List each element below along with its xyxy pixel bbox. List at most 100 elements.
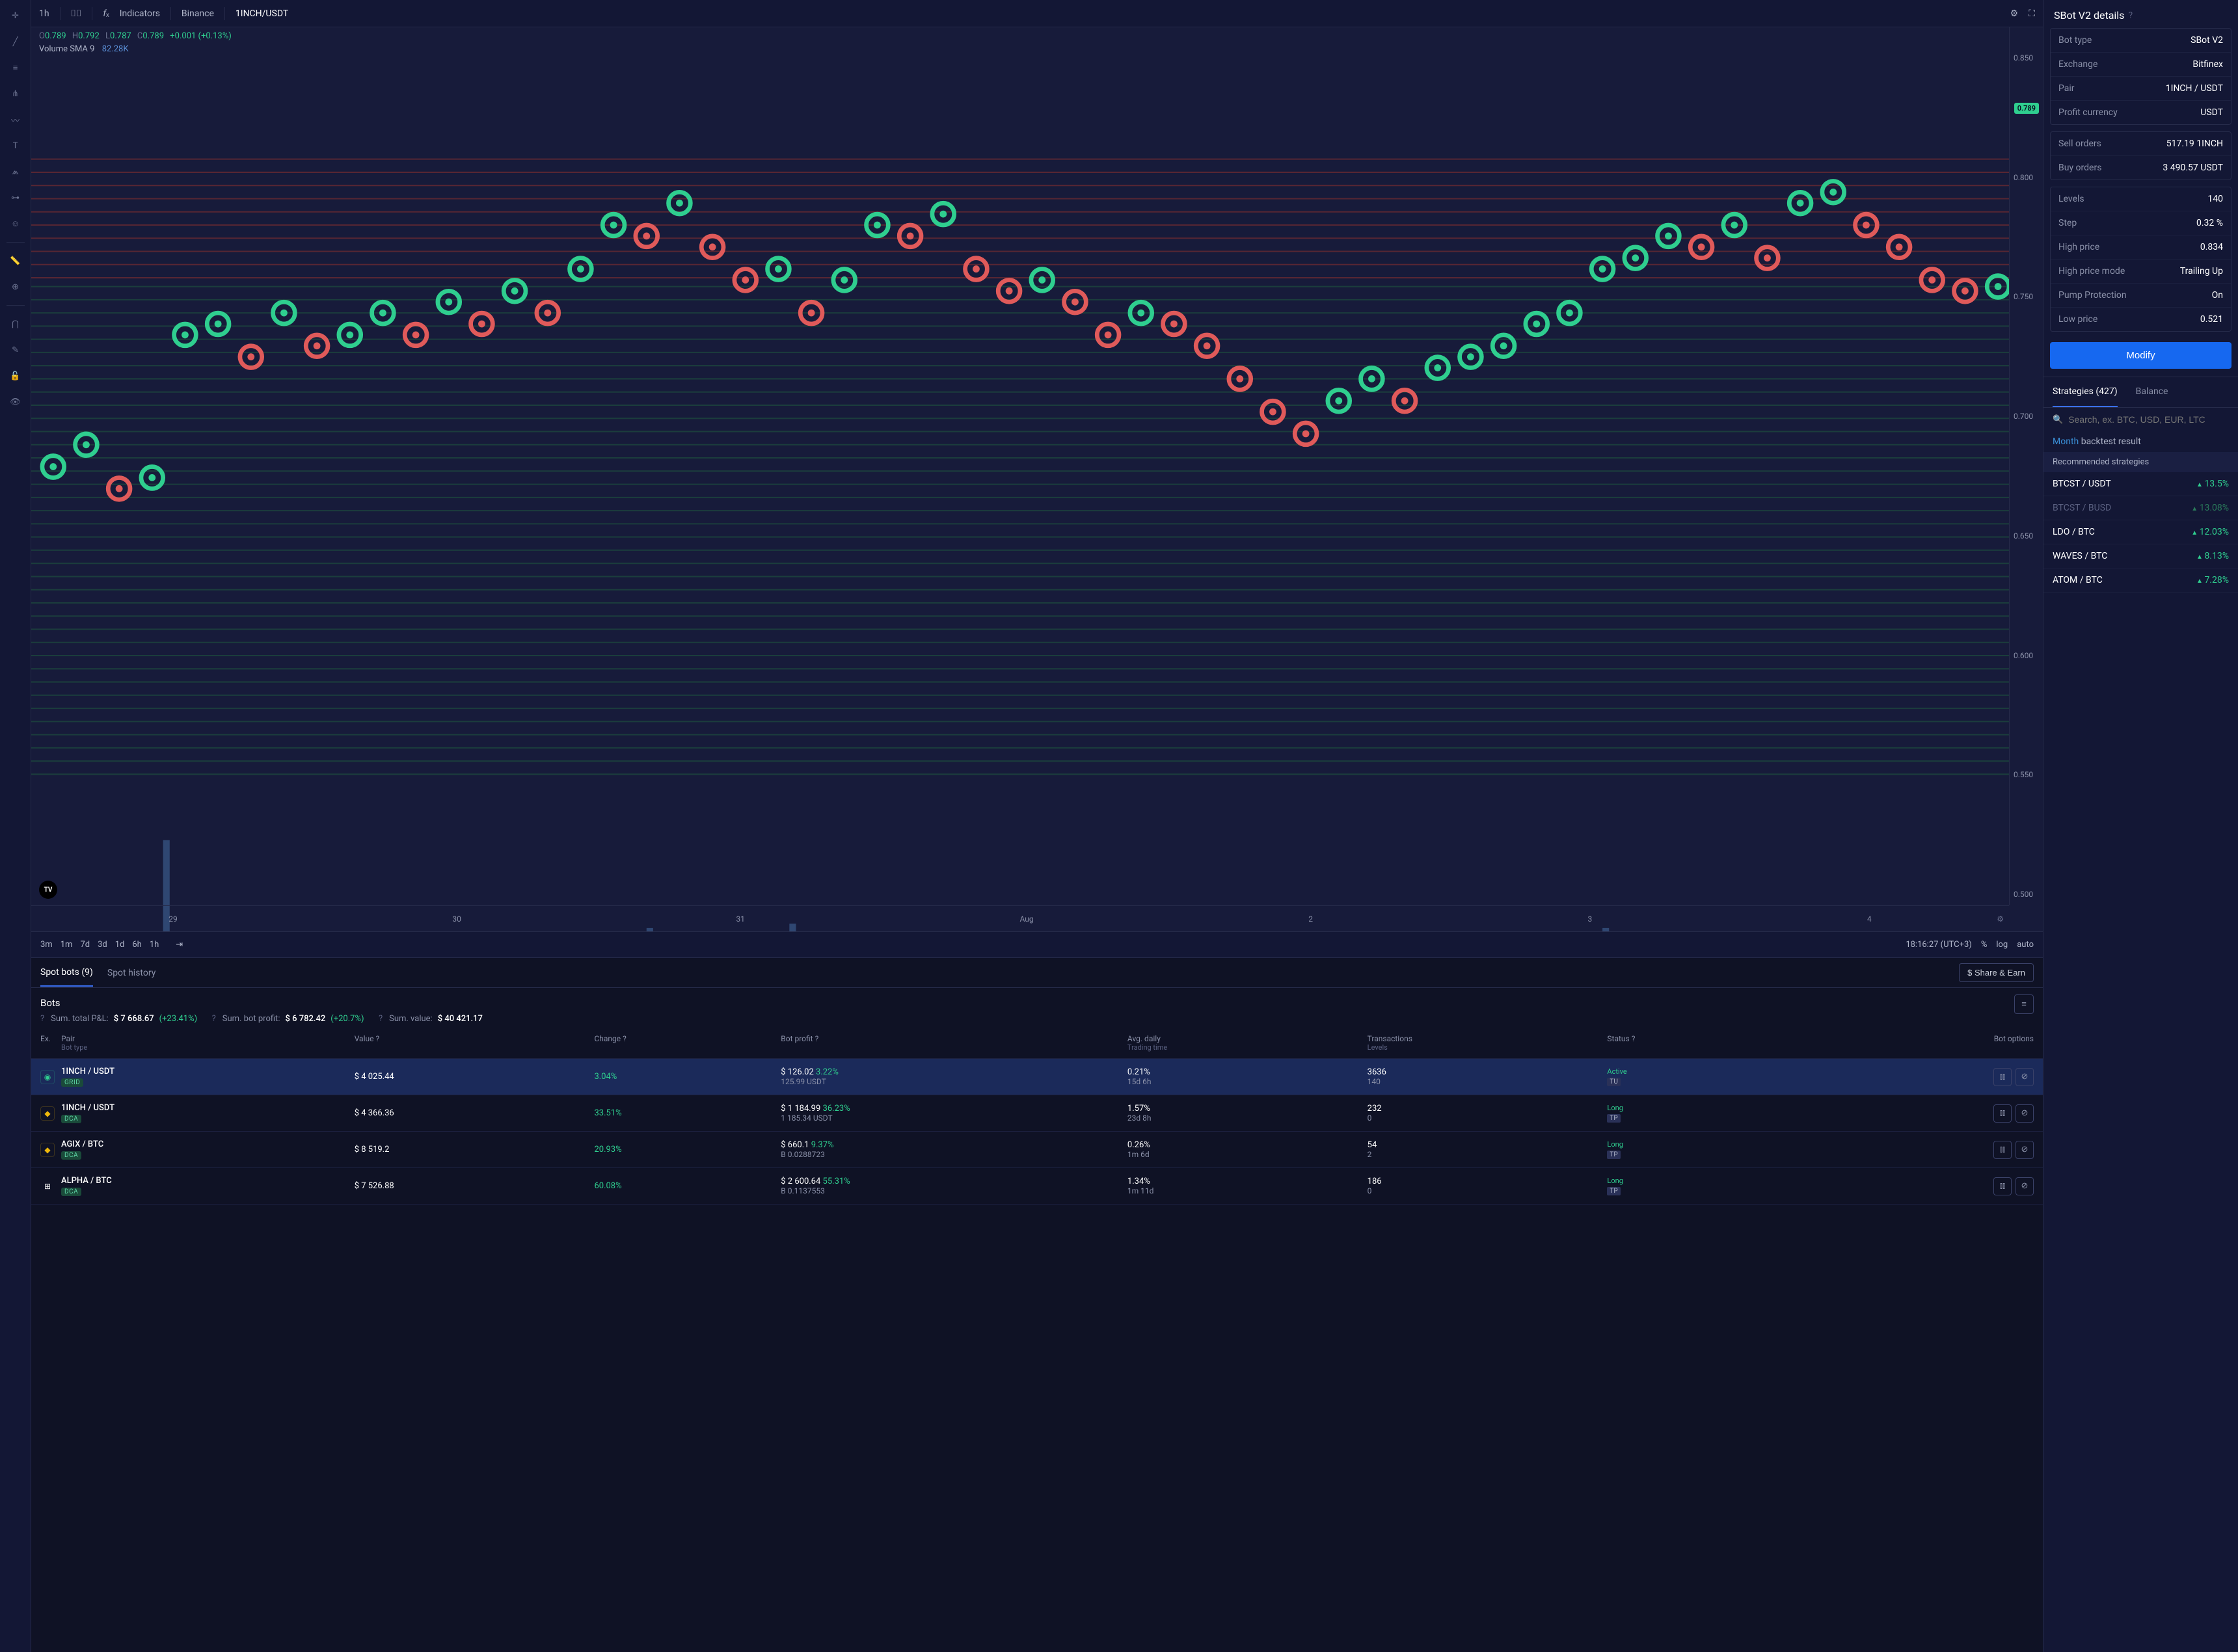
exchange-label[interactable]: Binance <box>182 8 214 19</box>
sum-pnl-label: Sum. total P&L: <box>51 1014 109 1024</box>
current-price-tag: 0.789 <box>2014 103 2039 114</box>
fx-icon[interactable]: fₓ <box>103 8 109 19</box>
tab-strategies[interactable]: Strategies (427) <box>2053 377 2118 407</box>
stop-icon[interactable]: ⊘ <box>2016 1177 2034 1195</box>
details-title: SBot V2 details ? <box>2043 0 2238 28</box>
tab-spot-bots[interactable]: Spot bots (9) <box>40 967 93 987</box>
help-icon[interactable]: ? <box>379 1014 383 1024</box>
sum-pnl-pct: (+23.41%) <box>159 1014 198 1024</box>
chart-icon[interactable]: ⫾⫾ <box>1993 1177 2012 1195</box>
price-tick: 0.500 <box>2014 890 2039 899</box>
eye-icon[interactable]: 👁 <box>5 392 26 412</box>
col-change[interactable]: Change ? <box>594 1034 781 1052</box>
tab-spot-history[interactable]: Spot history <box>107 968 155 986</box>
tf-button[interactable]: 3m <box>40 940 53 950</box>
lock-icon[interactable]: 🔓 <box>5 366 26 386</box>
help-icon[interactable]: ? <box>40 1014 44 1024</box>
ruler-icon[interactable]: 📏 <box>5 250 26 271</box>
chart-body[interactable]: O0.789 H0.792 L0.787 C0.789 +0.001 (+0.1… <box>31 27 2043 931</box>
stop-icon[interactable]: ⊘ <box>2016 1068 2034 1086</box>
detail-row: Buy orders3 490.57 USDT <box>2051 156 2231 180</box>
help-icon[interactable]: ? <box>212 1014 216 1024</box>
price-tick: 0.750 <box>2014 292 2039 301</box>
time-tick: 3 <box>1588 914 1593 924</box>
pitchfork-icon[interactable]: ⋔ <box>5 83 26 104</box>
strategy-row[interactable]: LDO / BTC12.03% <box>2043 520 2238 544</box>
tab-balance[interactable]: Balance <box>2136 377 2168 407</box>
help-icon[interactable]: ? <box>2128 10 2133 21</box>
chart-toolbar: 1h ⌷⌷ fₓ Indicators Binance 1INCH/USDT ⚙… <box>31 0 2043 27</box>
sum-bot-label: Sum. bot profit: <box>222 1014 280 1024</box>
search-input[interactable] <box>2068 414 2229 425</box>
zoom-in-icon[interactable]: ⊕ <box>5 276 26 297</box>
bots-summary: Bots ≡ ? Sum. total P&L: $ 7 668.67 (+23… <box>31 988 2043 1028</box>
pair-label[interactable]: 1INCH/USDT <box>236 8 288 19</box>
chart-icon[interactable]: ⫾⫾ <box>1993 1104 2012 1123</box>
brush-icon[interactable]: 〰 <box>5 109 26 130</box>
exchange-icon: ◉ <box>40 1070 55 1084</box>
goto-date-icon[interactable]: ⇥ <box>176 940 183 950</box>
bot-row[interactable]: ⊞ALPHA / BTCDCA$ 7 526.8860.08%$ 2 600.6… <box>31 1168 2043 1205</box>
detail-row: Pump ProtectionOn <box>2051 284 2231 308</box>
backtest-label[interactable]: Month backtest result <box>2043 431 2238 452</box>
emoji-icon[interactable]: ☺ <box>5 213 26 234</box>
edit-icon[interactable]: ✎ <box>5 340 26 360</box>
sum-pnl-value: $ 7 668.67 <box>114 1014 154 1024</box>
tradingview-badge[interactable]: TV <box>39 881 57 899</box>
bot-row[interactable]: ◆1INCH / USDTDCA$ 4 366.3633.51%$ 1 184.… <box>31 1095 2043 1132</box>
time-tick: Aug <box>1020 914 1034 924</box>
chart-footer: 3m1m7d3d1d6h1h ⇥ 18:16:27 (UTC+3) % log … <box>31 931 2043 957</box>
chart-icon[interactable]: ⫾⫾ <box>1993 1141 2012 1159</box>
auto-toggle[interactable]: auto <box>2017 940 2034 950</box>
col-avg: Avg. daily Trading time <box>1127 1034 1368 1052</box>
chart-icon[interactable]: ⫾⫾ <box>1993 1068 2012 1086</box>
price-tick: 0.600 <box>2014 651 2039 660</box>
bot-row[interactable]: ◉1INCH / USDTGRID$ 4 025.443.04%$ 126.02… <box>31 1059 2043 1095</box>
strategy-row[interactable]: ATOM / BTC7.28% <box>2043 568 2238 593</box>
share-earn-button[interactable]: $ Share & Earn <box>1959 963 2034 982</box>
detail-row: High price0.834 <box>2051 235 2231 260</box>
time-axis: 293031Aug234⚙ <box>31 905 2009 931</box>
details-block: Bot typeSBot V2ExchangeBitfinexPair1INCH… <box>2043 28 2238 338</box>
bots-area: Spot bots (9) Spot history $ Share & Ear… <box>31 958 2043 1652</box>
stop-icon[interactable]: ⊘ <box>2016 1141 2034 1159</box>
indicators-button[interactable]: Indicators <box>120 8 160 19</box>
price-axis: 0.8500.8000.7500.7000.6500.6000.5500.500 <box>2009 27 2043 905</box>
tf-button[interactable]: 3d <box>98 940 107 950</box>
tf-button[interactable]: 7d <box>80 940 90 950</box>
log-toggle[interactable]: log <box>1996 940 2008 950</box>
tf-button[interactable]: 6h <box>132 940 141 950</box>
horizontal-lines-icon[interactable]: ≡ <box>5 57 26 78</box>
main-column: 1h ⌷⌷ fₓ Indicators Binance 1INCH/USDT ⚙… <box>31 0 2043 1652</box>
pattern-icon[interactable]: ⩕ <box>5 161 26 182</box>
strategy-row[interactable]: BTCST / BUSD13.08% <box>2043 496 2238 520</box>
fullscreen-icon[interactable]: ⛶ <box>2029 8 2035 19</box>
strategy-row[interactable]: BTCST / USDT13.5% <box>2043 472 2238 496</box>
timeframe-selector[interactable]: 1h <box>39 8 49 19</box>
exchange-icon: ◆ <box>40 1106 55 1121</box>
text-icon[interactable]: T <box>5 135 26 156</box>
col-profit[interactable]: Bot profit ? <box>781 1034 1127 1052</box>
filter-icon[interactable]: ≡ <box>2014 994 2034 1014</box>
gear-icon[interactable]: ⚙ <box>2010 8 2019 19</box>
tf-button[interactable]: 1d <box>115 940 125 950</box>
chart-svg <box>31 27 2009 931</box>
axis-gear-icon[interactable]: ⚙ <box>1997 914 2004 924</box>
bot-row[interactable]: ◆AGIX / BTCDCA$ 8 519.220.93%$ 660.1 9.3… <box>31 1132 2043 1168</box>
sum-bot-pct: (+20.7%) <box>330 1014 364 1024</box>
pct-toggle[interactable]: % <box>1981 940 1988 950</box>
recommended-header: Recommended strategies <box>2043 452 2238 472</box>
strategy-row[interactable]: WAVES / BTC8.13% <box>2043 544 2238 568</box>
tf-button[interactable]: 1m <box>61 940 73 950</box>
tf-button[interactable]: 1h <box>150 940 159 950</box>
stop-icon[interactable]: ⊘ <box>2016 1104 2034 1123</box>
bots-tabs: Spot bots (9) Spot history $ Share & Ear… <box>31 958 2043 988</box>
trendline-icon[interactable]: ╱ <box>5 31 26 52</box>
candles-icon[interactable]: ⌷⌷ <box>71 8 82 19</box>
modify-button[interactable]: Modify <box>2050 342 2231 369</box>
crosshair-icon[interactable]: ✛ <box>5 5 26 26</box>
col-status[interactable]: Status ? <box>1607 1034 1794 1052</box>
col-value[interactable]: Value ? <box>355 1034 595 1052</box>
magnet-icon[interactable]: ⋂ <box>5 313 26 334</box>
prediction-icon[interactable]: ⊶ <box>5 187 26 208</box>
